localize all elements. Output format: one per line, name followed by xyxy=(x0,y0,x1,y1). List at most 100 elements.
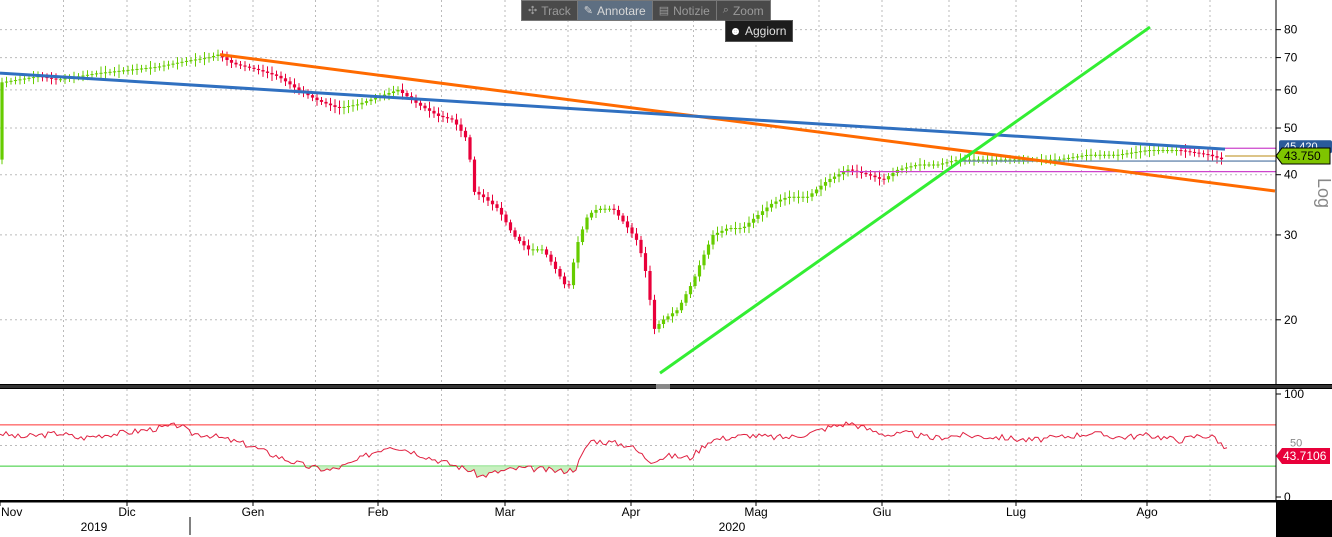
candle-body xyxy=(315,97,319,101)
candle-body xyxy=(666,316,670,320)
candle-body xyxy=(576,242,580,263)
candle-body xyxy=(441,115,445,118)
candle-body xyxy=(1098,154,1102,156)
candle-body xyxy=(22,78,27,80)
zoom-button[interactable]: ⌕ Zoom xyxy=(722,3,764,18)
news-button[interactable]: ▤ Notizie xyxy=(653,1,717,20)
price-tick-label: 20 xyxy=(1284,313,1298,327)
track-button[interactable]: ✣ Track xyxy=(522,1,578,20)
candle-body xyxy=(337,106,342,108)
candle-body xyxy=(117,70,121,72)
rsi-oversold-fill xyxy=(465,466,525,478)
candle-body xyxy=(1062,158,1066,160)
candle-body xyxy=(1111,154,1116,156)
trend-line xyxy=(219,53,1276,193)
candle-body xyxy=(346,106,351,108)
candle-body xyxy=(58,79,63,81)
candle-body xyxy=(1129,152,1134,154)
candle-body xyxy=(1003,159,1008,161)
candle-body xyxy=(625,221,630,228)
candle-body xyxy=(1021,159,1026,161)
price-axis xyxy=(1276,0,1332,384)
candle-body xyxy=(652,299,657,329)
candle-body xyxy=(1071,157,1075,159)
candle-body xyxy=(936,164,940,166)
pencil-icon: ✎ xyxy=(583,5,593,17)
candle-body xyxy=(913,165,918,167)
candle-body xyxy=(414,99,418,103)
candle-body xyxy=(1057,159,1062,161)
candle-body xyxy=(355,104,360,106)
candle-body xyxy=(1134,151,1138,153)
candle-body xyxy=(292,84,297,88)
candle-body xyxy=(684,294,688,303)
candle-body xyxy=(54,78,58,80)
candle-body xyxy=(585,217,589,230)
candle-body xyxy=(783,197,787,200)
candle-body xyxy=(103,72,108,74)
candle-body xyxy=(526,245,531,250)
candle-body xyxy=(909,166,913,168)
date-tick-label: Giu xyxy=(873,505,892,519)
candle-body xyxy=(63,78,67,80)
date-tick-label: Mar xyxy=(495,505,516,519)
candle-body xyxy=(562,276,567,285)
refresh-icon xyxy=(732,27,739,35)
annotate-button[interactable]: ✎ Annotare xyxy=(577,1,653,20)
candle-body xyxy=(1053,159,1057,161)
rsi-last-label: 43.7106 xyxy=(1283,449,1327,463)
candle-body xyxy=(733,228,738,230)
candle-body xyxy=(382,94,387,97)
candle-body xyxy=(319,100,324,102)
rsi-panel xyxy=(0,389,1276,500)
candle-body xyxy=(1192,151,1197,153)
candle-body xyxy=(432,110,436,114)
candle-body xyxy=(166,64,171,66)
price-tick-label: 30 xyxy=(1284,228,1298,242)
candle-body xyxy=(765,207,769,212)
candle-body xyxy=(1152,150,1156,152)
crosshair-icon: ✣ xyxy=(528,5,538,17)
candle-body xyxy=(603,208,607,210)
candle-body xyxy=(697,265,702,277)
candle-body xyxy=(976,159,981,161)
candle-body xyxy=(715,232,720,235)
candle-body xyxy=(594,209,598,213)
candle-body xyxy=(1188,151,1192,153)
candle-body xyxy=(805,196,810,198)
candle-body xyxy=(967,159,972,161)
candle-body xyxy=(1107,154,1111,156)
refresh-button[interactable]: Aggiorn xyxy=(725,20,794,42)
date-axis xyxy=(0,502,1276,537)
trend-line xyxy=(0,71,1226,151)
candle-body xyxy=(139,68,144,70)
rsi-tick-label: 100 xyxy=(1284,387,1304,401)
candle-body xyxy=(571,262,576,286)
candle-body xyxy=(360,102,364,105)
candle-body xyxy=(427,108,432,111)
candle-body xyxy=(112,71,117,73)
candle-body xyxy=(882,178,886,180)
candle-body xyxy=(436,113,441,116)
candle-body xyxy=(18,79,22,81)
candle-body xyxy=(688,286,693,295)
candle-body xyxy=(540,249,544,251)
candle-body xyxy=(1143,150,1147,152)
candle-body xyxy=(832,176,837,179)
candle-body xyxy=(522,241,526,246)
candle-body xyxy=(630,227,634,234)
candle-body xyxy=(396,89,400,92)
candle-body xyxy=(891,172,895,177)
candle-body xyxy=(1084,155,1089,157)
candle-body xyxy=(747,222,751,227)
candle-body xyxy=(297,87,301,91)
candle-body xyxy=(1138,151,1143,153)
candle-body xyxy=(481,194,486,198)
candle-body xyxy=(13,80,18,82)
candle-body xyxy=(837,174,841,177)
candle-body xyxy=(549,254,553,262)
candle-body xyxy=(153,67,157,69)
candle-body xyxy=(994,159,999,161)
price-tick-label: 40 xyxy=(1284,168,1298,182)
candle-body xyxy=(1215,156,1219,158)
